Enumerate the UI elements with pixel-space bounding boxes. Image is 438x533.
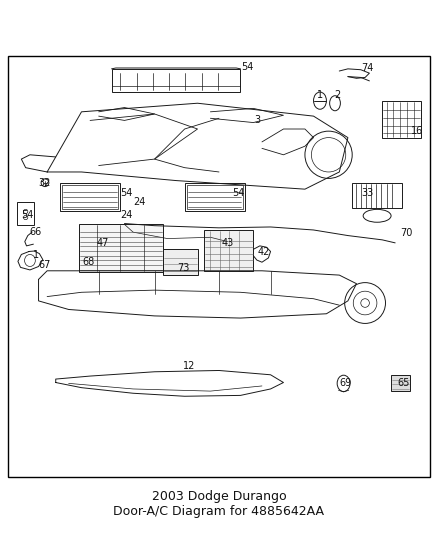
Text: 70: 70 — [400, 228, 412, 238]
Text: 68: 68 — [82, 257, 95, 267]
Text: 47: 47 — [97, 238, 109, 248]
Text: 54: 54 — [120, 189, 133, 198]
Text: 69: 69 — [339, 377, 352, 387]
Text: 2: 2 — [334, 90, 340, 100]
Text: 43: 43 — [222, 238, 234, 248]
Text: 16: 16 — [410, 126, 423, 136]
Bar — [391, 375, 410, 391]
Text: 42: 42 — [258, 247, 270, 257]
Text: 2003 Dodge Durango
Door-A/C Diagram for 4885642AA: 2003 Dodge Durango Door-A/C Diagram for … — [113, 490, 325, 518]
Bar — [204, 230, 253, 271]
Text: 3: 3 — [254, 116, 261, 125]
Bar — [185, 183, 245, 211]
Text: 66: 66 — [29, 227, 41, 237]
Text: 32: 32 — [39, 177, 51, 188]
Text: 24: 24 — [133, 197, 146, 207]
Text: 54: 54 — [232, 189, 244, 198]
Text: 24: 24 — [120, 210, 133, 220]
Bar — [79, 224, 163, 272]
Bar — [163, 249, 198, 275]
Text: 12: 12 — [183, 361, 195, 371]
Bar — [60, 183, 120, 211]
Text: 1: 1 — [32, 250, 39, 260]
Bar — [62, 185, 118, 209]
Bar — [382, 101, 421, 138]
Text: 65: 65 — [398, 378, 410, 389]
Text: 33: 33 — [361, 189, 373, 198]
Bar — [187, 185, 243, 209]
Text: 54: 54 — [241, 62, 253, 72]
Text: 1: 1 — [317, 90, 323, 100]
Text: 67: 67 — [38, 260, 50, 270]
Bar — [112, 69, 240, 93]
Text: 54: 54 — [21, 210, 34, 220]
Bar — [17, 201, 34, 225]
Bar — [352, 183, 402, 208]
Text: 74: 74 — [361, 62, 374, 72]
Text: 73: 73 — [177, 263, 190, 273]
